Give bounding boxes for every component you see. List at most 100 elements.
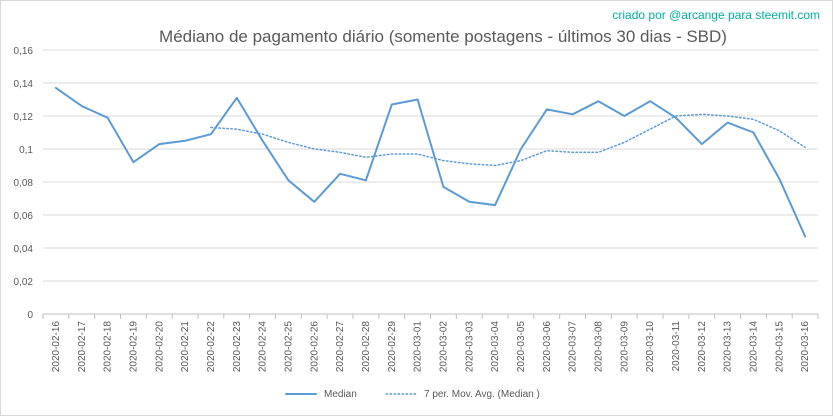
median-point <box>570 112 574 116</box>
x-tick-label: 2020-02-24 <box>258 321 269 373</box>
median-point <box>622 114 626 118</box>
x-tick-label: 2020-02-18 <box>103 321 114 373</box>
median-point <box>364 178 368 182</box>
median-point <box>803 234 807 238</box>
median-point <box>493 203 497 207</box>
median-point <box>777 177 781 181</box>
median-point <box>545 107 549 111</box>
median-point <box>286 178 290 182</box>
y-tick-label: 0 <box>27 310 33 321</box>
x-tick-label: 2020-03-15 <box>774 321 785 373</box>
moving-average-point <box>467 162 471 166</box>
x-tick-label: 2020-03-04 <box>490 321 501 373</box>
moving-average-point <box>235 127 239 131</box>
median-point <box>209 132 213 136</box>
moving-average-point <box>674 114 678 118</box>
y-tick-label: 0,08 <box>14 178 34 189</box>
y-tick-label: 0,12 <box>14 112 34 123</box>
legend-label: 7 per. Mov. Avg. (Median ) <box>424 389 540 400</box>
x-tick-label: 2020-03-12 <box>697 321 708 373</box>
moving-average-point <box>725 114 729 118</box>
y-tick-label: 0,06 <box>14 211 34 222</box>
moving-average-point <box>545 149 549 153</box>
x-tick-label: 2020-03-02 <box>438 321 449 373</box>
median-point <box>441 185 445 189</box>
moving-average-point <box>751 117 755 121</box>
x-tick-label: 2020-03-14 <box>748 321 759 373</box>
x-tick-label: 2020-02-19 <box>128 321 139 373</box>
x-tick-label: 2020-03-06 <box>542 321 553 373</box>
chart-title: Médiano de pagamento diário (somente pos… <box>159 27 727 46</box>
median-point <box>519 147 523 151</box>
median-point <box>415 97 419 101</box>
moving-average-point <box>777 129 781 133</box>
moving-average-point <box>286 140 290 144</box>
moving-average-point <box>209 125 213 129</box>
moving-average-point <box>390 152 394 156</box>
median-point <box>105 116 109 120</box>
x-tick-label: 2020-02-27 <box>335 321 346 373</box>
x-tick-label: 2020-02-26 <box>309 321 320 373</box>
x-tick-label: 2020-02-17 <box>77 321 88 373</box>
moving-average-point <box>622 140 626 144</box>
x-tick-label: 2020-03-09 <box>619 321 630 373</box>
moving-average-line <box>210 113 806 167</box>
legend: Median 7 per. Mov. Avg. (Median ) <box>285 389 540 400</box>
moving-average-point <box>596 150 600 154</box>
series-lines <box>54 86 807 238</box>
median-point <box>131 160 135 164</box>
median-point <box>80 104 84 108</box>
median-point <box>338 172 342 176</box>
x-tick-label: 2020-03-07 <box>568 321 579 373</box>
median-point <box>260 139 264 143</box>
median-point <box>312 200 316 204</box>
x-tick-label: 2020-02-23 <box>232 321 243 373</box>
moving-average-point <box>570 150 574 154</box>
x-tick-label: 2020-02-22 <box>206 321 217 373</box>
median-point <box>54 86 58 90</box>
x-tick-label: 2020-03-05 <box>516 321 527 373</box>
moving-average-point <box>700 112 704 116</box>
legend-label: Median <box>324 389 357 400</box>
x-tick-label: 2020-03-16 <box>800 321 811 373</box>
moving-average-point <box>415 152 419 156</box>
median-point <box>648 99 652 103</box>
moving-average-point <box>519 158 523 162</box>
gridlines <box>43 49 818 315</box>
x-axis-ticks: 2020-02-16 2020-02-17 2020-02-18 2020-02-19… <box>42 314 819 373</box>
x-tick-label: 2020-02-28 <box>361 321 372 373</box>
y-tick-label: 0,14 <box>14 79 34 90</box>
x-tick-label: 2020-03-03 <box>464 321 475 373</box>
x-tick-label: 2020-02-21 <box>180 321 191 373</box>
x-tick-label: 2020-03-08 <box>593 321 604 373</box>
median-point <box>596 99 600 103</box>
moving-average-point <box>648 127 652 131</box>
x-tick-label: 2020-03-01 <box>413 321 424 373</box>
y-tick-label: 0,16 <box>14 46 34 57</box>
y-tick-label: 0,04 <box>14 244 34 255</box>
median-point <box>751 130 755 134</box>
median-point <box>157 142 161 146</box>
y-tick-label: 0,1 <box>19 145 33 156</box>
median-point <box>467 200 471 204</box>
x-tick-label: 2020-02-25 <box>283 321 294 373</box>
x-tick-label: 2020-02-20 <box>154 321 165 373</box>
x-tick-label: 2020-02-16 <box>51 321 62 373</box>
y-axis-ticks: 0 0,02 0,04 0,06 0,08 0,1 0,12 0,14 0,16 <box>14 46 34 321</box>
median-point <box>390 102 394 106</box>
median-point <box>700 142 704 146</box>
median-point <box>235 96 239 100</box>
moving-average-point <box>493 163 497 167</box>
x-tick-label: 2020-03-10 <box>645 321 656 373</box>
credit-text: criado por @arcange para steemit.com <box>612 8 820 22</box>
x-tick-label: 2020-03-13 <box>723 321 734 373</box>
moving-average-point <box>260 132 264 136</box>
moving-average-point <box>338 150 342 154</box>
median-line <box>54 86 807 238</box>
moving-average-point <box>803 145 807 149</box>
median-point <box>183 139 187 143</box>
y-tick-label: 0,02 <box>14 277 34 288</box>
x-tick-label: 2020-02-29 <box>387 321 398 373</box>
